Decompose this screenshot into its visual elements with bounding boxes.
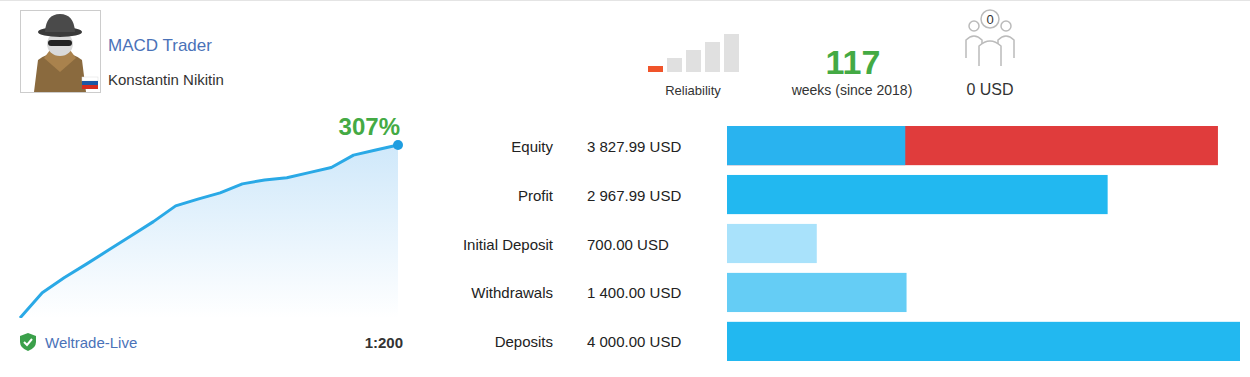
growth-line: [20, 145, 398, 318]
person-body: [979, 41, 1001, 66]
category-label: Withdrawals: [471, 284, 553, 301]
person-head: [1001, 21, 1011, 31]
weeks-label: weeks (since 2018): [791, 82, 913, 98]
reliability-meter: [648, 34, 739, 72]
reliability-label: Reliability: [665, 83, 721, 98]
weeks-value: 117: [826, 43, 881, 81]
value-label: 2 967.99 USD: [587, 187, 681, 204]
avatar-glasses: [48, 40, 72, 46]
subscribers-funds: 0 USD: [966, 81, 1013, 98]
category-label: Deposits: [495, 333, 553, 350]
reliability-bar: [724, 34, 739, 72]
reliability-bar: [705, 42, 720, 72]
growth-chart: 307%: [20, 113, 403, 319]
growth-y-axis: [20, 146, 22, 319]
subscribers-count: 0: [986, 12, 993, 27]
top-border: [0, 0, 1250, 1]
reliability-bar: [686, 50, 701, 72]
verified-check: [24, 339, 32, 345]
subscribers-icon: [966, 10, 1014, 66]
avatar-frame: [21, 11, 101, 93]
flag-red: [82, 85, 98, 89]
bar: [727, 273, 907, 312]
value-label: 4 000.00 USD: [587, 333, 681, 350]
server-name[interactable]: Weltrade-Live: [45, 334, 137, 351]
bars-plot: [727, 126, 1240, 361]
account-info: Weltrade-Live 1:200: [20, 333, 403, 351]
author-name: Konstantin Nikitin: [108, 71, 224, 88]
bar: [727, 322, 1240, 361]
axis-line: [20, 146, 21, 319]
category-label: Equity: [511, 138, 553, 155]
bars-x-axis: [728, 361, 1241, 363]
bar-overlay: [727, 126, 905, 165]
avatar-hat: [45, 14, 75, 32]
growth-area: [20, 145, 398, 318]
person-head: [969, 21, 979, 31]
signal-title[interactable]: MACD Trader: [108, 36, 212, 55]
verified-shield: [20, 333, 36, 351]
value-label: 3 827.99 USD: [587, 138, 681, 155]
avatar: [21, 11, 101, 93]
axis-line: [728, 361, 1241, 362]
reliability-bar: [648, 66, 663, 72]
value-label: 700.00 USD: [587, 236, 669, 253]
flag-blue: [82, 81, 98, 85]
growth-plot: [20, 140, 403, 318]
growth-end-point: [393, 140, 403, 150]
category-label: Profit: [518, 187, 554, 204]
balance-bars: Equity 3 827.99 USD Profit 2 967.99 USD Init…: [463, 126, 1241, 362]
leverage: 1:200: [365, 334, 403, 351]
header: MACD Trader Konstantin Nikitin Reliability…: [21, 10, 1015, 98]
signal-card: MACD Trader Konstantin Nikitin Reliability…: [0, 0, 1250, 377]
person-head: [981, 10, 999, 28]
category-label: Initial Deposit: [463, 236, 554, 253]
value-label: 1 400.00 USD: [587, 284, 681, 301]
bar: [727, 126, 1218, 165]
bar: [727, 175, 1108, 214]
reliability-bar: [667, 58, 682, 72]
flag: [82, 77, 98, 89]
growth-total: 307%: [339, 113, 400, 140]
flag-white: [82, 77, 98, 81]
bar: [727, 224, 817, 263]
